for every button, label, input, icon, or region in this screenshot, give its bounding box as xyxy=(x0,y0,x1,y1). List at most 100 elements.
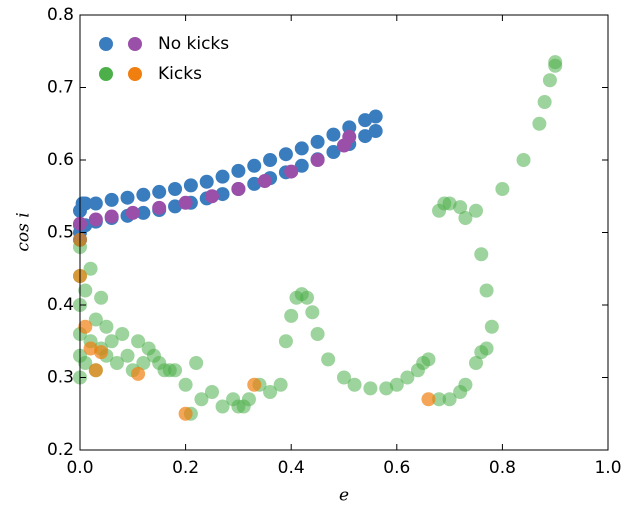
y-tick-label: 0.2 xyxy=(47,440,74,460)
point xyxy=(115,327,130,341)
point xyxy=(131,334,146,349)
x-tick-label: 0.8 xyxy=(489,458,516,478)
point xyxy=(294,158,309,173)
point xyxy=(178,377,193,392)
point xyxy=(99,319,114,334)
x-tick-label: 0.6 xyxy=(383,458,410,478)
point xyxy=(442,392,457,407)
point xyxy=(263,385,278,399)
point xyxy=(136,205,151,220)
x-tick-label: 0.0 xyxy=(66,458,93,478)
y-tick-label: 0.6 xyxy=(47,150,74,170)
y-tick-label: 0.7 xyxy=(47,78,74,98)
point xyxy=(94,345,109,360)
point xyxy=(231,182,246,196)
point xyxy=(241,392,256,407)
point xyxy=(104,192,119,207)
point xyxy=(78,196,93,211)
point xyxy=(537,95,552,109)
point xyxy=(278,334,293,349)
point xyxy=(78,283,93,298)
point xyxy=(168,199,183,214)
point xyxy=(310,134,325,149)
point xyxy=(263,153,278,167)
point xyxy=(120,190,135,205)
point xyxy=(379,381,394,396)
point xyxy=(78,356,93,370)
point xyxy=(205,385,219,399)
point xyxy=(152,200,167,215)
point xyxy=(215,187,230,202)
point xyxy=(326,127,341,142)
x-tick-label: 1.0 xyxy=(594,458,621,478)
x-tick-label: 0.4 xyxy=(278,458,305,478)
point xyxy=(458,211,473,225)
point xyxy=(136,187,151,202)
point xyxy=(189,356,204,370)
point xyxy=(548,55,563,70)
point xyxy=(168,363,183,378)
point xyxy=(178,406,193,421)
point xyxy=(83,261,98,276)
point xyxy=(273,377,288,392)
point xyxy=(469,203,483,218)
point xyxy=(389,377,404,392)
point xyxy=(516,153,531,167)
point xyxy=(152,184,167,199)
point xyxy=(231,163,246,178)
point xyxy=(310,153,325,167)
point xyxy=(358,113,373,128)
point xyxy=(109,356,124,370)
point xyxy=(321,352,336,367)
point xyxy=(495,182,510,196)
point xyxy=(532,116,547,131)
point xyxy=(247,158,262,173)
y-tick-label: 0.4 xyxy=(47,295,74,315)
point xyxy=(257,174,272,189)
point xyxy=(400,370,415,385)
point xyxy=(284,308,299,323)
point xyxy=(247,176,262,191)
point xyxy=(368,109,383,124)
point xyxy=(421,392,436,407)
point xyxy=(88,196,103,211)
point xyxy=(342,129,357,144)
point xyxy=(432,392,447,407)
point xyxy=(94,290,109,305)
x-axis-label: e xyxy=(339,486,349,506)
point xyxy=(88,312,103,327)
point xyxy=(215,169,230,184)
point xyxy=(205,189,219,204)
point xyxy=(120,348,135,363)
point xyxy=(294,141,309,156)
point xyxy=(88,363,103,378)
point xyxy=(300,290,315,305)
point xyxy=(469,356,483,370)
point xyxy=(199,174,214,189)
point xyxy=(194,392,209,407)
point xyxy=(247,377,262,392)
y-tick-label: 0.8 xyxy=(47,5,74,25)
point xyxy=(368,124,383,138)
point xyxy=(136,356,151,370)
point xyxy=(310,327,325,341)
x-tick-label: 0.2 xyxy=(172,458,199,478)
point xyxy=(104,209,119,224)
legend-marker xyxy=(99,67,113,81)
point xyxy=(337,370,351,385)
point xyxy=(215,399,230,414)
point xyxy=(83,341,98,356)
point xyxy=(484,319,499,334)
point xyxy=(358,129,373,144)
y-tick-label: 0.5 xyxy=(47,223,74,243)
point xyxy=(104,334,119,349)
point xyxy=(183,178,198,193)
point xyxy=(421,352,436,367)
point xyxy=(284,164,299,179)
point xyxy=(542,73,557,88)
point xyxy=(474,247,489,262)
point xyxy=(131,366,146,381)
legend-label: No kicks xyxy=(158,34,229,54)
point xyxy=(178,195,193,210)
